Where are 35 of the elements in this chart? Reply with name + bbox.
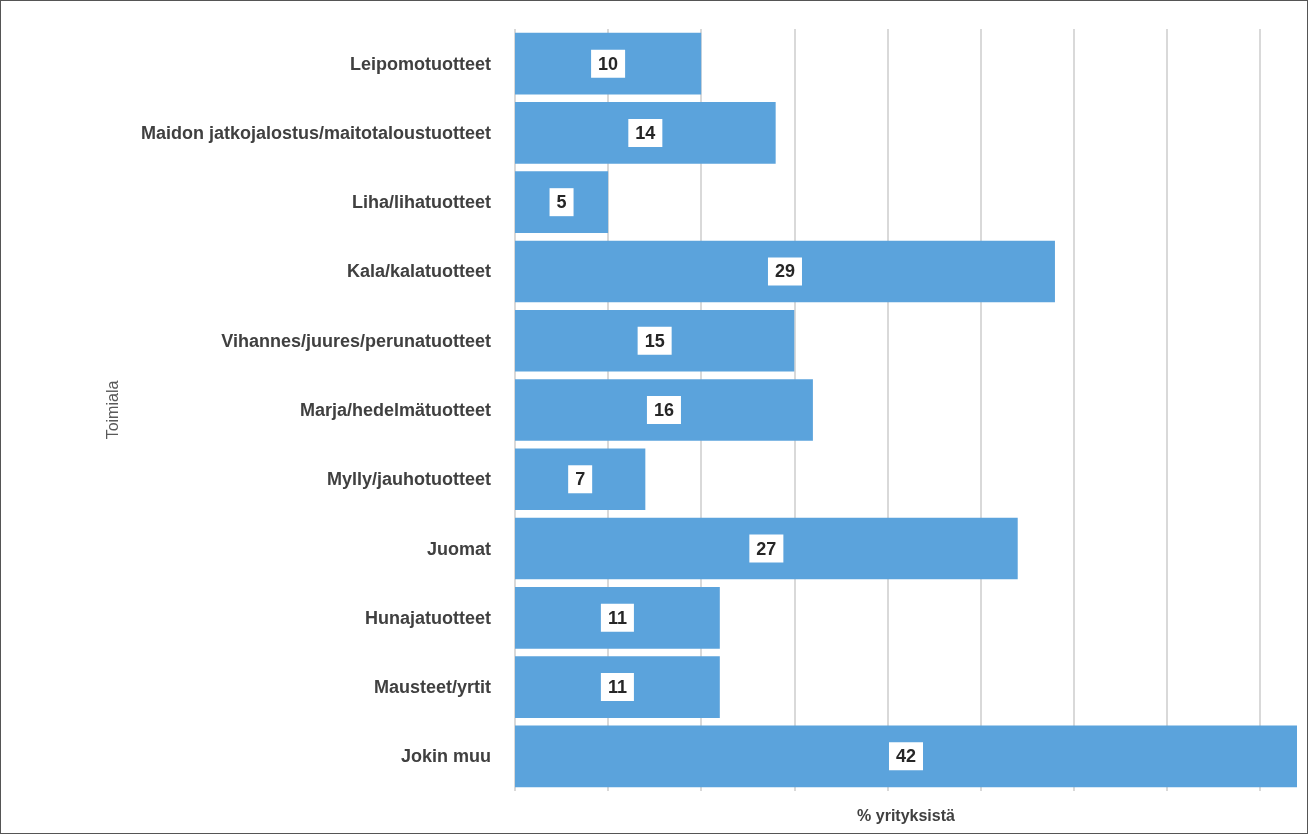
y-tick-label: Jokin muu [400, 746, 491, 767]
y-tick-label: Leipomotuotteet [350, 53, 491, 74]
y-axis-title: Toimiala [103, 380, 121, 440]
data-label: 42 [895, 746, 917, 767]
bar [515, 448, 646, 511]
y-tick-label: Hunajatuotteet [365, 607, 492, 628]
data-label: 11 [607, 607, 627, 628]
data-label: 16 [653, 400, 674, 420]
y-tick-label: Liha/lihatuotteet [352, 192, 491, 213]
y-tick-label: Mylly/jauhotuotteet [326, 469, 491, 490]
data-label: 5 [556, 192, 567, 213]
bar [515, 309, 795, 372]
y-tick-label: Vihannes/juures/perunatuotteet [221, 330, 492, 351]
y-tick-label: Maidon jatkojalostus/maitotaloustuotteet [140, 122, 491, 143]
bar [515, 656, 720, 718]
data-label: 11 [607, 677, 627, 698]
data-label: 10 [598, 53, 619, 74]
data-label: 7 [575, 469, 586, 490]
bar [515, 32, 702, 95]
bar [515, 171, 609, 234]
y-tick-label: Mausteet/yrtit [373, 677, 491, 698]
x-axis-title: % yrityksistä [857, 806, 956, 824]
bar [515, 240, 1055, 303]
data-label: 29 [774, 261, 795, 282]
bar [515, 379, 813, 441]
y-tick-label: Marja/hedelmätuotteet [299, 400, 491, 420]
y-tick-label: Juomat [426, 538, 491, 559]
bar [515, 725, 1297, 788]
data-label: 15 [644, 330, 665, 351]
data-label: 27 [756, 538, 777, 559]
bar [515, 517, 1018, 580]
y-tick-label: Kala/kalatuotteet [346, 261, 491, 282]
bar [515, 102, 776, 164]
bar [515, 586, 720, 649]
data-label: 14 [635, 122, 656, 143]
